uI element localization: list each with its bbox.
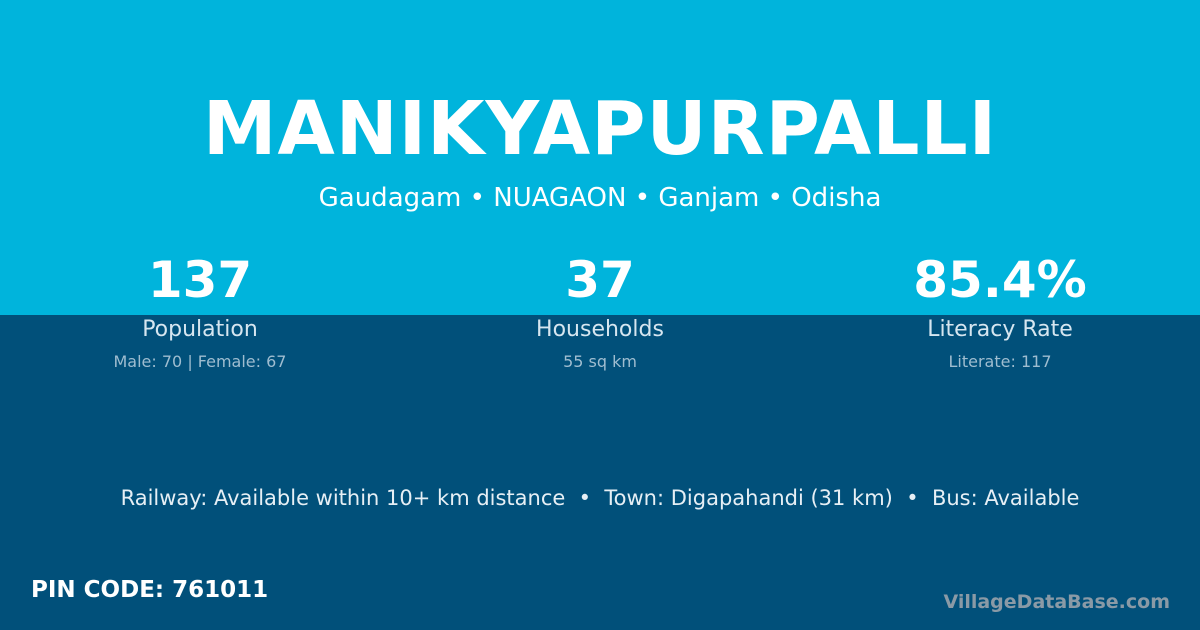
location-breadcrumb: Gaudagam • NUAGAON • Ganjam • Odisha (318, 183, 882, 213)
stat-label: Households (536, 317, 664, 342)
pin-code: PIN CODE: 761011 (31, 577, 269, 603)
stat-detail: Literate: 117 (948, 352, 1052, 371)
header-band (0, 0, 1200, 315)
stat-label: Literacy Rate (927, 317, 1073, 342)
stat-literacy: 85.4% Literacy Rate Literate: 117 (800, 250, 1200, 371)
stat-value: 137 (147, 251, 253, 309)
stat-population: 137 Population Male: 70 | Female: 67 (0, 250, 400, 371)
stat-detail: 55 sq km (563, 352, 637, 371)
stat-detail: Male: 70 | Female: 67 (113, 352, 287, 371)
stat-households: 37 Households 55 sq km (400, 250, 800, 371)
connectivity-info: Railway: Available within 10+ km distanc… (120, 486, 1080, 510)
stat-value: 37 (565, 251, 635, 309)
stat-label: Population (142, 317, 258, 342)
stat-value: 85.4% (913, 251, 1087, 309)
brand-watermark: VillageDataBase.com (943, 591, 1170, 613)
village-title: MANIKYAPURPALLI (202, 86, 998, 172)
